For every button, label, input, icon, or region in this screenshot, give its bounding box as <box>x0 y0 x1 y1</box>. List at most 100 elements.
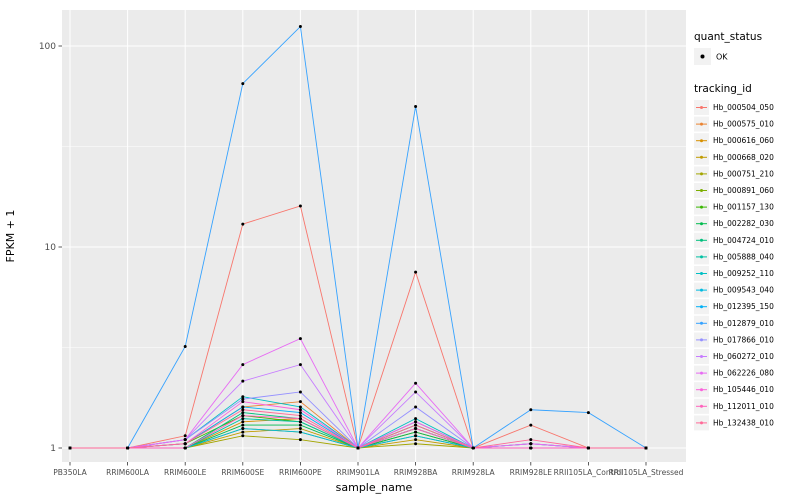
legend-tracking-label: Hb_012879_010 <box>713 319 774 328</box>
data-point <box>414 434 418 438</box>
data-point <box>241 423 245 427</box>
data-point <box>529 408 533 412</box>
data-point <box>126 446 130 450</box>
legend-tracking-label: Hb_001157_130 <box>713 203 774 212</box>
data-point <box>241 420 245 424</box>
data-point <box>414 405 418 409</box>
data-point <box>414 105 418 109</box>
legend-tracking-label: Hb_062226_080 <box>713 369 774 378</box>
data-point <box>414 417 418 421</box>
legend-tracking-label: Hb_000616_060 <box>713 136 774 145</box>
legend-quant-status-title: quant_status <box>694 31 762 43</box>
data-point <box>586 411 590 415</box>
legend-point-icon <box>700 238 703 242</box>
x-tick-label: RRIM600SE <box>221 468 264 477</box>
legend-tracking-label: Hb_005888_040 <box>713 252 774 261</box>
data-point <box>298 430 302 434</box>
data-point <box>241 408 245 412</box>
data-point <box>241 434 245 438</box>
data-point <box>183 434 187 438</box>
data-point <box>529 446 533 450</box>
data-point <box>241 379 245 383</box>
legend-tracking-label: Hb_002282_030 <box>713 219 774 228</box>
data-point <box>298 414 302 418</box>
data-point <box>298 417 302 421</box>
data-point <box>298 420 302 424</box>
legend-tracking-label: Hb_009543_040 <box>713 286 774 295</box>
legend-point-icon <box>700 371 703 375</box>
x-tick-label: RRII105LA_Control <box>554 468 624 477</box>
data-point <box>414 420 418 424</box>
data-point <box>414 430 418 434</box>
x-tick-label: RRII105LA_Stressed <box>609 468 684 477</box>
x-tick-label: RRIM928LA <box>452 468 496 477</box>
data-point <box>183 446 187 450</box>
data-point <box>183 442 187 446</box>
legend-tracking-label: Hb_132438_010 <box>713 418 774 427</box>
data-point <box>414 442 418 446</box>
data-point <box>298 25 302 29</box>
data-point <box>414 270 418 274</box>
legend-tracking-label: Hb_000504_050 <box>713 103 774 112</box>
legend-point-icon <box>700 172 703 176</box>
legend-point-icon <box>700 288 703 292</box>
legend: quant_status OK tracking_id Hb_000504_05… <box>694 31 774 431</box>
legend-point-icon <box>700 205 703 209</box>
legend-point-icon <box>700 189 703 192</box>
x-tick-label: RRIM600LE <box>164 468 207 477</box>
legend-tracking-label: Hb_017866_010 <box>713 335 774 344</box>
data-point <box>529 438 533 442</box>
legend-point-icon <box>700 421 703 425</box>
x-tick-label: RRIM928LE <box>510 468 553 477</box>
axes: 1 10 100 PB350LA RRIM600LA RRIM600LE RRIM600SE… <box>39 42 684 477</box>
data-point <box>298 438 302 442</box>
data-point <box>298 337 302 341</box>
legend-tracking-label: Hb_000668_020 <box>713 153 774 162</box>
data-point <box>644 446 648 450</box>
data-point <box>298 204 302 208</box>
data-point <box>414 423 418 427</box>
data-point <box>241 395 245 399</box>
legend-tracking-label: Hb_105446_010 <box>713 385 774 394</box>
data-point <box>586 446 590 450</box>
data-point <box>241 414 245 418</box>
data-point <box>68 446 72 450</box>
x-tick-label: RRIM928BA <box>394 468 439 477</box>
legend-tracking-label: Hb_000575_010 <box>713 120 774 129</box>
data-point <box>241 363 245 367</box>
data-point <box>298 408 302 412</box>
data-point <box>471 446 475 450</box>
data-point <box>241 400 245 404</box>
legend-tracking-label: Hb_000891_060 <box>713 186 774 195</box>
legend-point-icon <box>700 355 703 358</box>
data-point <box>414 438 418 442</box>
legend-tracking-label: Hb_112011_010 <box>713 402 774 411</box>
data-point <box>298 427 302 431</box>
data-point <box>298 400 302 404</box>
data-point <box>241 82 245 86</box>
data-point <box>356 446 360 450</box>
data-point <box>241 411 245 415</box>
gridlines <box>62 10 686 462</box>
data-point <box>241 397 245 401</box>
legend-point-icon <box>700 338 703 342</box>
data-point <box>414 381 418 385</box>
legend-tracking-id-items: Hb_000504_050 Hb_000575_010 Hb_000616_060 H… <box>694 100 774 431</box>
legend-point-icon <box>700 321 703 325</box>
legend-point-icon <box>700 122 703 126</box>
data-point <box>298 405 302 409</box>
legend-point-icon <box>700 54 705 59</box>
legend-point-icon <box>700 106 703 109</box>
y-tick-label: 10 <box>45 243 57 253</box>
legend-quant-label: OK <box>716 53 728 62</box>
legend-tracking-label: Hb_060272_010 <box>713 352 774 361</box>
y-tick-label: 100 <box>39 42 56 52</box>
legend-point-icon <box>700 139 703 143</box>
data-point <box>298 390 302 394</box>
legend-point-icon <box>700 404 703 408</box>
y-tick-label: 1 <box>50 444 56 454</box>
data-point <box>241 427 245 431</box>
legend-quant-status-items: OK <box>694 48 728 65</box>
